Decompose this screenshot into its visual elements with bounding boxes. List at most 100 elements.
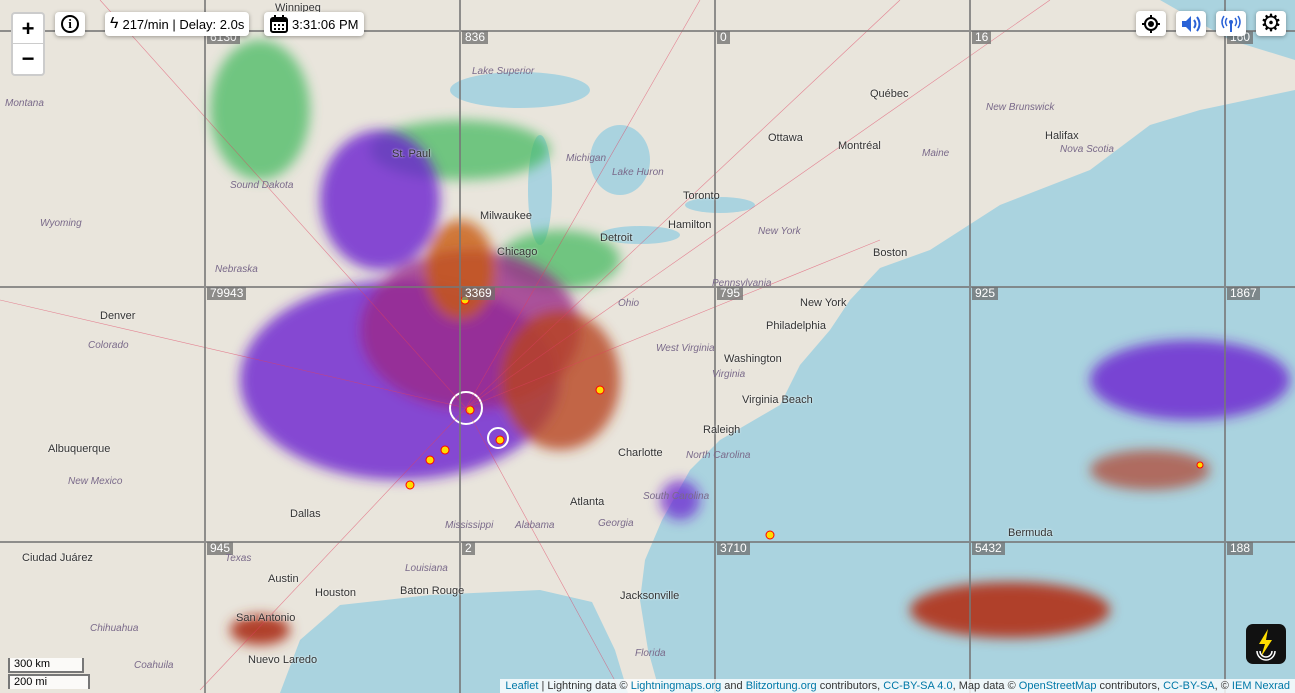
- region-label: Lake Huron: [612, 167, 664, 178]
- region-label: Louisiana: [405, 563, 448, 574]
- city-label: Detroit: [600, 232, 633, 244]
- city-label: Nuevo Laredo: [248, 654, 318, 666]
- city-label: Milwaukee: [480, 210, 532, 222]
- lightningmaps-link[interactable]: Lightningmaps.org: [630, 680, 722, 692]
- grid-count-label: 836: [462, 31, 489, 44]
- region-label: North Carolina: [686, 450, 751, 461]
- city-label: Québec: [870, 88, 909, 100]
- gulf-of-mexico: [280, 590, 628, 693]
- scale-mi: 200 mi: [8, 674, 90, 689]
- city-label: Montréal: [838, 140, 881, 152]
- region-label: Virginia: [712, 369, 746, 380]
- gear-icon: ⚙: [1260, 9, 1282, 37]
- city-label: Jacksonville: [620, 590, 680, 602]
- region-label: Texas: [225, 553, 252, 564]
- city-label: Bermuda: [1008, 527, 1053, 539]
- settings-button[interactable]: ⚙: [1256, 11, 1286, 36]
- grid-count-label: 945: [207, 542, 234, 555]
- city-label: St. Paul: [392, 148, 431, 160]
- sound-icon: [1182, 15, 1201, 32]
- region-label: Michigan: [566, 153, 607, 164]
- attr-text: contributors,: [1096, 680, 1164, 692]
- region-label: Coahuila: [134, 660, 174, 671]
- region-label: Alabama: [515, 520, 555, 531]
- lightning-icon: ϟ: [110, 15, 119, 32]
- sound-button[interactable]: [1176, 11, 1206, 36]
- grid-count-label: 2: [462, 542, 475, 555]
- region-label: Wyoming: [40, 218, 82, 229]
- time-text: 3:31:06 PM: [292, 16, 359, 32]
- grid-count-label: 188: [1227, 542, 1254, 555]
- city-label: Virginia Beach: [742, 394, 813, 406]
- attr-text: , ©: [1214, 680, 1232, 692]
- osm-link[interactable]: OpenStreetMap: [1018, 680, 1097, 692]
- locate-icon: [1142, 14, 1160, 33]
- lightningmaps-logo[interactable]: [1246, 624, 1286, 664]
- city-label: Charlotte: [618, 447, 663, 459]
- iem-nexrad-link[interactable]: IEM Nexrad: [1231, 680, 1290, 692]
- grid-count-label: 5432: [972, 542, 1005, 555]
- zoom-out-button[interactable]: −: [21, 46, 35, 71]
- info-button[interactable]: i: [55, 12, 85, 36]
- attr-text: , Map data ©: [952, 680, 1019, 692]
- strike-rate-text: 217/min | Delay: 2.0s: [122, 16, 245, 32]
- grid-count-label: 3710: [717, 542, 750, 555]
- city-label: Houston: [315, 587, 356, 599]
- lake-ontario: [685, 197, 755, 213]
- region-label: South Carolina: [643, 491, 710, 502]
- city-label: Washington: [724, 353, 782, 365]
- region-label: Nebraska: [215, 264, 258, 275]
- region-label: Georgia: [598, 518, 634, 529]
- zoom-control: + −: [11, 12, 45, 76]
- city-label: Raleigh: [703, 424, 741, 436]
- cc-by-sa-link[interactable]: CC-BY-SA: [1163, 680, 1215, 692]
- cc-by-sa-4-link[interactable]: CC-BY-SA 4.0: [883, 680, 953, 692]
- city-label: Chicago: [497, 246, 538, 258]
- city-label: Hamilton: [668, 219, 712, 231]
- region-label: New Mexico: [68, 476, 123, 487]
- stations-button[interactable]: [1216, 11, 1246, 36]
- calendar-icon: [270, 15, 288, 33]
- strike-rate-display: ϟ 217/min | Delay: 2.0s: [105, 12, 250, 36]
- city-label: Ciudad Juárez: [22, 552, 93, 564]
- city-label: Austin: [268, 573, 299, 585]
- city-label: Boston: [873, 247, 908, 259]
- grid-count-label: 3369: [462, 287, 495, 300]
- time-display[interactable]: 3:31:06 PM: [264, 12, 364, 36]
- zoom-in-button[interactable]: +: [13, 14, 43, 44]
- lake-superior: [450, 72, 590, 108]
- grid-count-label: 79943: [207, 287, 247, 300]
- attr-text: | Lightning data ©: [538, 680, 631, 692]
- region-label: New York: [758, 226, 801, 237]
- region-label: Colorado: [88, 340, 129, 351]
- lake-huron: [590, 125, 650, 195]
- leaflet-link[interactable]: Leaflet: [505, 680, 539, 692]
- attr-text: and: [721, 680, 746, 692]
- station-lines: [0, 0, 1051, 691]
- city-label: Winnipeg: [275, 2, 321, 14]
- region-label: Pennsylvania: [712, 278, 772, 289]
- city-label: Baton Rouge: [400, 585, 465, 597]
- locate-button[interactable]: [1136, 11, 1166, 36]
- lightningmaps-logo-icon: [1256, 629, 1276, 661]
- city-label: Halifax: [1045, 130, 1079, 142]
- scale-km: 300 km: [8, 658, 84, 673]
- city-label: New York: [800, 297, 847, 309]
- region-label: Ohio: [618, 298, 640, 309]
- region-label: New Brunswick: [986, 102, 1055, 113]
- blitzortung-link[interactable]: Blitzortung.org: [745, 680, 817, 692]
- region-label: Mississippi: [445, 520, 494, 531]
- city-label: Albuquerque: [48, 443, 111, 455]
- grid-count-label: 1867: [1227, 287, 1260, 300]
- region-label: West Virginia: [656, 343, 715, 354]
- lake-erie: [600, 226, 680, 244]
- city-label: Ottawa: [768, 132, 803, 144]
- station-icon: [1221, 15, 1241, 32]
- region-label: Florida: [635, 648, 666, 659]
- info-icon: i: [61, 15, 79, 33]
- city-label: Denver: [100, 310, 136, 322]
- city-label: San Antonio: [236, 612, 296, 624]
- region-label: Nova Scotia: [1060, 144, 1114, 155]
- region-label: Sound Dakota: [230, 180, 294, 191]
